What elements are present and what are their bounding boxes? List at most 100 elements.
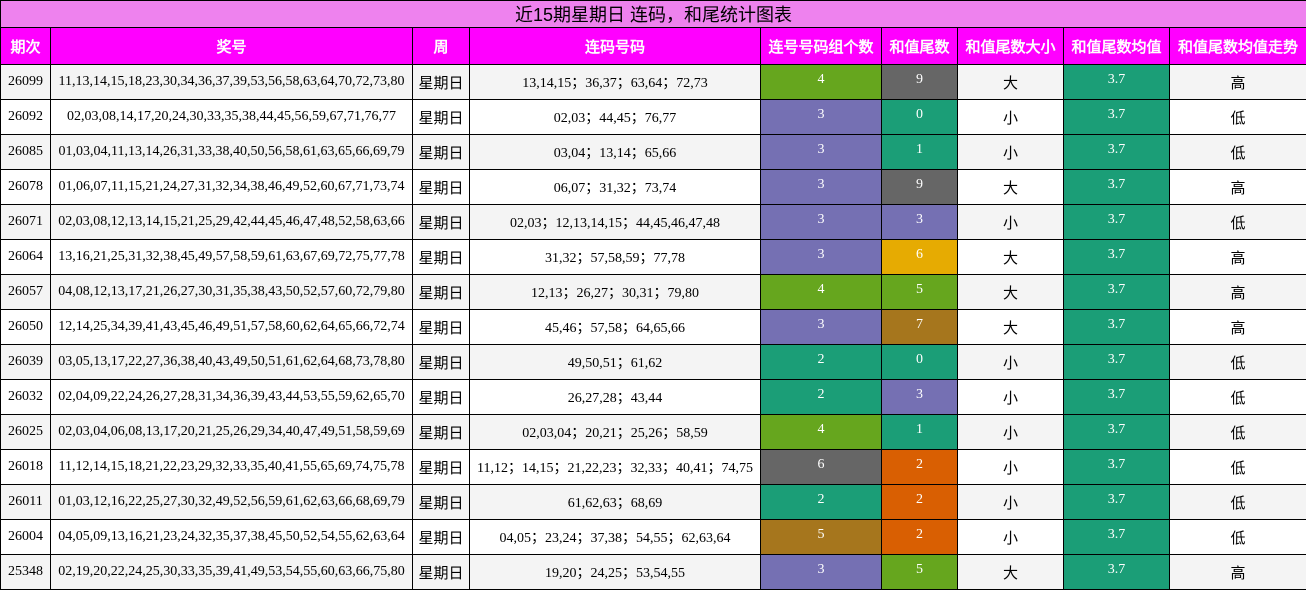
trend-cell: 高 (1168, 169, 1306, 205)
trend-cell: 高 (1168, 64, 1306, 100)
numbers-cell: 02,03,08,14,17,20,24,30,33,35,38,44,45,5… (50, 99, 413, 135)
size-cell: 小 (957, 449, 1064, 485)
tail-cell: 3 (881, 379, 958, 415)
trend-cell: 低 (1168, 414, 1306, 450)
count-cell: 3 (760, 554, 882, 590)
tail-cell: 7 (881, 309, 958, 345)
size-cell: 大 (957, 309, 1064, 345)
tail-cell: 5 (881, 274, 958, 310)
header-cell: 连码号码 (469, 27, 761, 65)
issue-cell: 26011 (0, 484, 51, 520)
count-cell: 4 (760, 274, 882, 310)
count-cell: 3 (760, 309, 882, 345)
numbers-cell: 04,05,09,13,16,21,23,24,32,35,37,38,45,5… (50, 519, 413, 555)
header-cell: 和值尾数大小 (957, 27, 1064, 65)
count-cell: 3 (760, 239, 882, 275)
trend-cell: 低 (1168, 99, 1306, 135)
issue-cell: 26032 (0, 379, 51, 415)
table-row: 26050 12,14,25,34,39,41,43,45,46,49,51,57… (0, 309, 1306, 345)
avg-cell: 3.7 (1063, 239, 1170, 275)
numbers-cell: 12,14,25,34,39,41,43,45,46,49,51,57,58,6… (50, 309, 413, 345)
avg-cell: 3.7 (1063, 484, 1170, 520)
tail-cell: 2 (881, 484, 958, 520)
count-cell: 4 (760, 414, 882, 450)
avg-cell: 3.7 (1063, 99, 1170, 135)
table-row: 26064 13,16,21,25,31,32,38,45,49,57,58,59… (0, 239, 1306, 275)
table-row: 26011 01,03,12,16,22,25,27,30,32,49,52,56… (0, 484, 1306, 520)
week-cell: 星期日 (412, 344, 470, 380)
tail-cell: 9 (881, 64, 958, 100)
tail-cell: 9 (881, 169, 958, 205)
numbers-cell: 11,12,14,15,18,21,22,23,29,32,33,35,40,4… (50, 449, 413, 485)
header-cell: 奖号 (50, 27, 413, 65)
numbers-cell: 02,04,09,22,24,26,27,28,31,34,36,39,43,4… (50, 379, 413, 415)
count-cell: 6 (760, 449, 882, 485)
consecutive-cell: 26,27,28；43,44 (469, 379, 761, 415)
issue-cell: 26025 (0, 414, 51, 450)
avg-cell: 3.7 (1063, 64, 1170, 100)
issue-cell: 26004 (0, 519, 51, 555)
tail-cell: 3 (881, 204, 958, 240)
count-cell: 2 (760, 484, 882, 520)
consecutive-cell: 03,04；13,14；65,66 (469, 134, 761, 170)
trend-cell: 低 (1168, 449, 1306, 485)
trend-cell: 低 (1168, 484, 1306, 520)
header-cell: 和值尾数 (881, 27, 958, 65)
week-cell: 星期日 (412, 449, 470, 485)
consecutive-cell: 02,03；44,45；76,77 (469, 99, 761, 135)
numbers-cell: 02,03,04,06,08,13,17,20,21,25,26,29,34,4… (50, 414, 413, 450)
table-row: 26092 02,03,08,14,17,20,24,30,33,35,38,44… (0, 99, 1306, 135)
avg-cell: 3.7 (1063, 134, 1170, 170)
size-cell: 大 (957, 169, 1064, 205)
week-cell: 星期日 (412, 64, 470, 100)
header-cell: 周 (412, 27, 470, 65)
avg-cell: 3.7 (1063, 519, 1170, 555)
numbers-cell: 02,03,08,12,13,14,15,21,25,29,42,44,45,4… (50, 204, 413, 240)
avg-cell: 3.7 (1063, 309, 1170, 345)
count-cell: 3 (760, 204, 882, 240)
count-cell: 3 (760, 99, 882, 135)
size-cell: 小 (957, 519, 1064, 555)
avg-cell: 3.7 (1063, 344, 1170, 380)
table-row: 26032 02,04,09,22,24,26,27,28,31,34,36,39… (0, 379, 1306, 415)
table-row: 26078 01,06,07,11,15,21,24,27,31,32,34,38… (0, 169, 1306, 205)
week-cell: 星期日 (412, 379, 470, 415)
trend-cell: 高 (1168, 309, 1306, 345)
trend-cell: 低 (1168, 519, 1306, 555)
avg-cell: 3.7 (1063, 414, 1170, 450)
tail-cell: 1 (881, 414, 958, 450)
avg-cell: 3.7 (1063, 169, 1170, 205)
week-cell: 星期日 (412, 554, 470, 590)
tail-cell: 0 (881, 99, 958, 135)
trend-cell: 低 (1168, 204, 1306, 240)
count-cell: 4 (760, 64, 882, 100)
consecutive-cell: 12,13；26,27；30,31；79,80 (469, 274, 761, 310)
week-cell: 星期日 (412, 414, 470, 450)
size-cell: 小 (957, 414, 1064, 450)
issue-cell: 26057 (0, 274, 51, 310)
trend-cell: 低 (1168, 379, 1306, 415)
count-cell: 2 (760, 379, 882, 415)
numbers-cell: 13,16,21,25,31,32,38,45,49,57,58,59,61,6… (50, 239, 413, 275)
consecutive-cell: 13,14,15；36,37；63,64；72,73 (469, 64, 761, 100)
consecutive-cell: 61,62,63；68,69 (469, 484, 761, 520)
tail-cell: 1 (881, 134, 958, 170)
issue-cell: 26099 (0, 64, 51, 100)
numbers-cell: 01,03,04,11,13,14,26,31,33,38,40,50,56,5… (50, 134, 413, 170)
consecutive-cell: 45,46；57,58；64,65,66 (469, 309, 761, 345)
size-cell: 小 (957, 99, 1064, 135)
issue-cell: 26064 (0, 239, 51, 275)
size-cell: 小 (957, 484, 1064, 520)
week-cell: 星期日 (412, 204, 470, 240)
week-cell: 星期日 (412, 274, 470, 310)
consecutive-cell: 49,50,51；61,62 (469, 344, 761, 380)
tail-cell: 6 (881, 239, 958, 275)
consecutive-cell: 04,05；23,24；37,38；54,55；62,63,64 (469, 519, 761, 555)
numbers-cell: 04,08,12,13,17,21,26,27,30,31,35,38,43,5… (50, 274, 413, 310)
table-row: 26085 01,03,04,11,13,14,26,31,33,38,40,50… (0, 134, 1306, 170)
issue-cell: 26078 (0, 169, 51, 205)
numbers-cell: 11,13,14,15,18,23,30,34,36,37,39,53,56,5… (50, 64, 413, 100)
week-cell: 星期日 (412, 309, 470, 345)
week-cell: 星期日 (412, 134, 470, 170)
issue-cell: 26085 (0, 134, 51, 170)
